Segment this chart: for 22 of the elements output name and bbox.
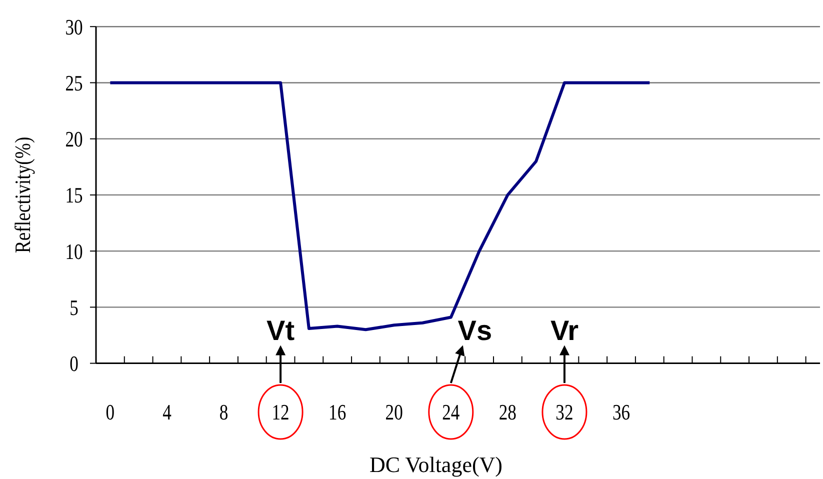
x-tick-label: 8 bbox=[219, 400, 228, 426]
x-tick-label: 4 bbox=[162, 400, 172, 426]
y-axis-title: Reflectivity(%) bbox=[12, 136, 36, 254]
x-tick-label: 32 bbox=[556, 400, 574, 426]
x-tick-label: 12 bbox=[272, 400, 290, 426]
annotation: Vt bbox=[266, 315, 295, 346]
annotation: Vr bbox=[550, 315, 579, 346]
y-tick-label: 15 bbox=[65, 184, 83, 208]
y-tick-label: 20 bbox=[65, 128, 83, 152]
x-axis-title: DC Voltage(V) bbox=[369, 452, 503, 477]
x-tick-label: 16 bbox=[328, 400, 346, 426]
x-tick-label: 24 bbox=[442, 400, 460, 426]
y-tick-label: 25 bbox=[65, 72, 83, 96]
annotation: Vs bbox=[458, 315, 492, 346]
x-tick-label: 20 bbox=[385, 400, 403, 426]
x-tick-label: 0 bbox=[106, 400, 115, 426]
y-tick-label: 10 bbox=[65, 240, 83, 264]
y-tick-label: 5 bbox=[70, 296, 78, 320]
x-tick-label: 36 bbox=[612, 400, 630, 426]
x-tick-label: 28 bbox=[498, 400, 517, 426]
y-tick-label: 30 bbox=[65, 16, 83, 40]
y-tick-label: 0 bbox=[70, 352, 78, 377]
